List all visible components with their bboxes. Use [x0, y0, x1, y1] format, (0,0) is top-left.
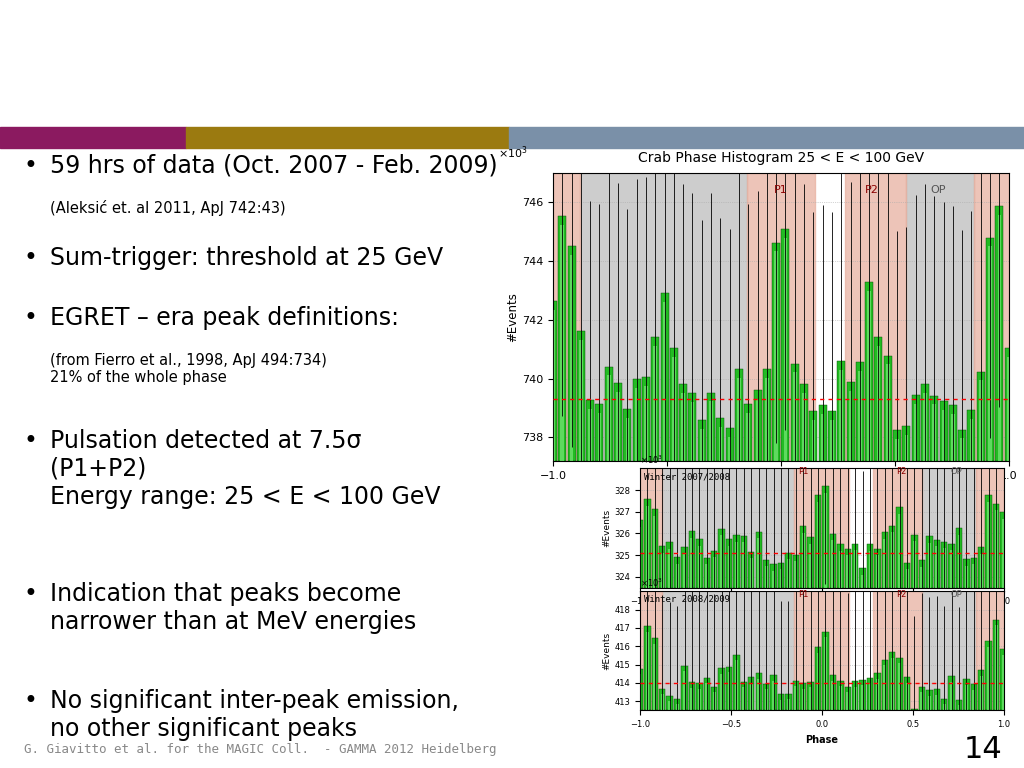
Bar: [728, 437, 731, 461]
Bar: [854, 551, 857, 588]
Bar: [976, 468, 1004, 588]
Bar: [667, 542, 673, 588]
Bar: [911, 395, 920, 461]
Bar: [831, 541, 835, 588]
Bar: [965, 566, 968, 588]
Bar: [930, 396, 938, 461]
Text: Winter 2008/2009: Winter 2008/2009: [644, 595, 730, 604]
Bar: [859, 680, 865, 710]
Bar: [1002, 655, 1005, 710]
Bar: [898, 514, 901, 588]
Bar: [793, 372, 797, 461]
Bar: [941, 542, 947, 588]
Bar: [703, 678, 710, 710]
Bar: [935, 695, 938, 710]
Bar: [651, 337, 659, 461]
Bar: [653, 644, 656, 710]
Bar: [824, 493, 827, 588]
Bar: [569, 255, 573, 461]
Bar: [957, 706, 961, 710]
Bar: [614, 383, 622, 461]
Bar: [941, 699, 947, 710]
Bar: [735, 369, 743, 461]
Bar: [681, 548, 688, 588]
Bar: [624, 409, 632, 461]
Bar: [713, 692, 716, 710]
Bar: [763, 560, 769, 588]
Bar: [737, 378, 740, 461]
Bar: [758, 679, 760, 710]
Bar: [754, 390, 762, 461]
Bar: [815, 495, 821, 588]
Bar: [800, 384, 808, 461]
Bar: [978, 670, 984, 710]
Bar: [809, 687, 812, 710]
Bar: [756, 399, 760, 461]
Bar: [726, 539, 732, 588]
Bar: [779, 569, 782, 588]
Bar: [816, 502, 819, 588]
Bar: [746, 412, 750, 461]
Bar: [884, 356, 892, 461]
Bar: [986, 237, 994, 461]
Bar: [921, 692, 924, 710]
Bar: [646, 506, 649, 588]
Bar: [911, 709, 918, 710]
Text: $\times10^3$: $\times10^3$: [640, 453, 664, 465]
Bar: [895, 439, 899, 461]
Bar: [690, 687, 693, 710]
Bar: [902, 426, 910, 461]
Bar: [872, 591, 922, 710]
Bar: [808, 537, 814, 588]
Text: P1: P1: [774, 185, 787, 195]
Bar: [824, 637, 827, 710]
Text: Crab Pulsar: mono observations: Crab Pulsar: mono observations: [18, 35, 970, 87]
Bar: [904, 563, 910, 588]
Bar: [778, 562, 784, 588]
Bar: [770, 675, 777, 710]
Bar: [795, 561, 798, 588]
Bar: [763, 684, 769, 710]
Bar: [1002, 518, 1005, 588]
Bar: [711, 687, 718, 710]
Bar: [651, 638, 658, 710]
Bar: [644, 386, 648, 461]
Bar: [846, 555, 849, 588]
Bar: [696, 539, 702, 588]
Bar: [756, 532, 762, 588]
Bar: [994, 510, 997, 588]
Bar: [884, 539, 886, 588]
Bar: [821, 414, 824, 461]
Bar: [839, 687, 842, 710]
Bar: [786, 559, 790, 588]
Bar: [874, 674, 881, 710]
Bar: [845, 173, 906, 461]
Bar: [595, 404, 603, 461]
Bar: [786, 700, 790, 710]
Bar: [669, 549, 671, 588]
Text: Pulsation detected at 7.5σ
(P1+P2)
Energy range: 25 < E < 100 GeV: Pulsation detected at 7.5σ (P1+P2) Energ…: [50, 429, 441, 508]
Bar: [707, 392, 715, 461]
Bar: [854, 687, 857, 710]
Bar: [637, 669, 643, 710]
Bar: [964, 679, 970, 710]
Bar: [802, 533, 805, 588]
Bar: [829, 534, 836, 588]
Bar: [560, 225, 564, 461]
Bar: [965, 684, 968, 710]
Bar: [919, 687, 925, 710]
Bar: [955, 528, 963, 588]
Bar: [995, 206, 1004, 461]
Bar: [800, 683, 807, 710]
Bar: [772, 681, 775, 710]
Bar: [728, 672, 730, 710]
Bar: [934, 540, 940, 588]
Bar: [913, 541, 915, 588]
Bar: [781, 229, 790, 461]
Bar: [904, 435, 908, 461]
Bar: [733, 654, 739, 710]
Bar: [802, 392, 806, 461]
Bar: [679, 384, 687, 461]
Bar: [1007, 356, 1011, 461]
Bar: [837, 545, 844, 588]
